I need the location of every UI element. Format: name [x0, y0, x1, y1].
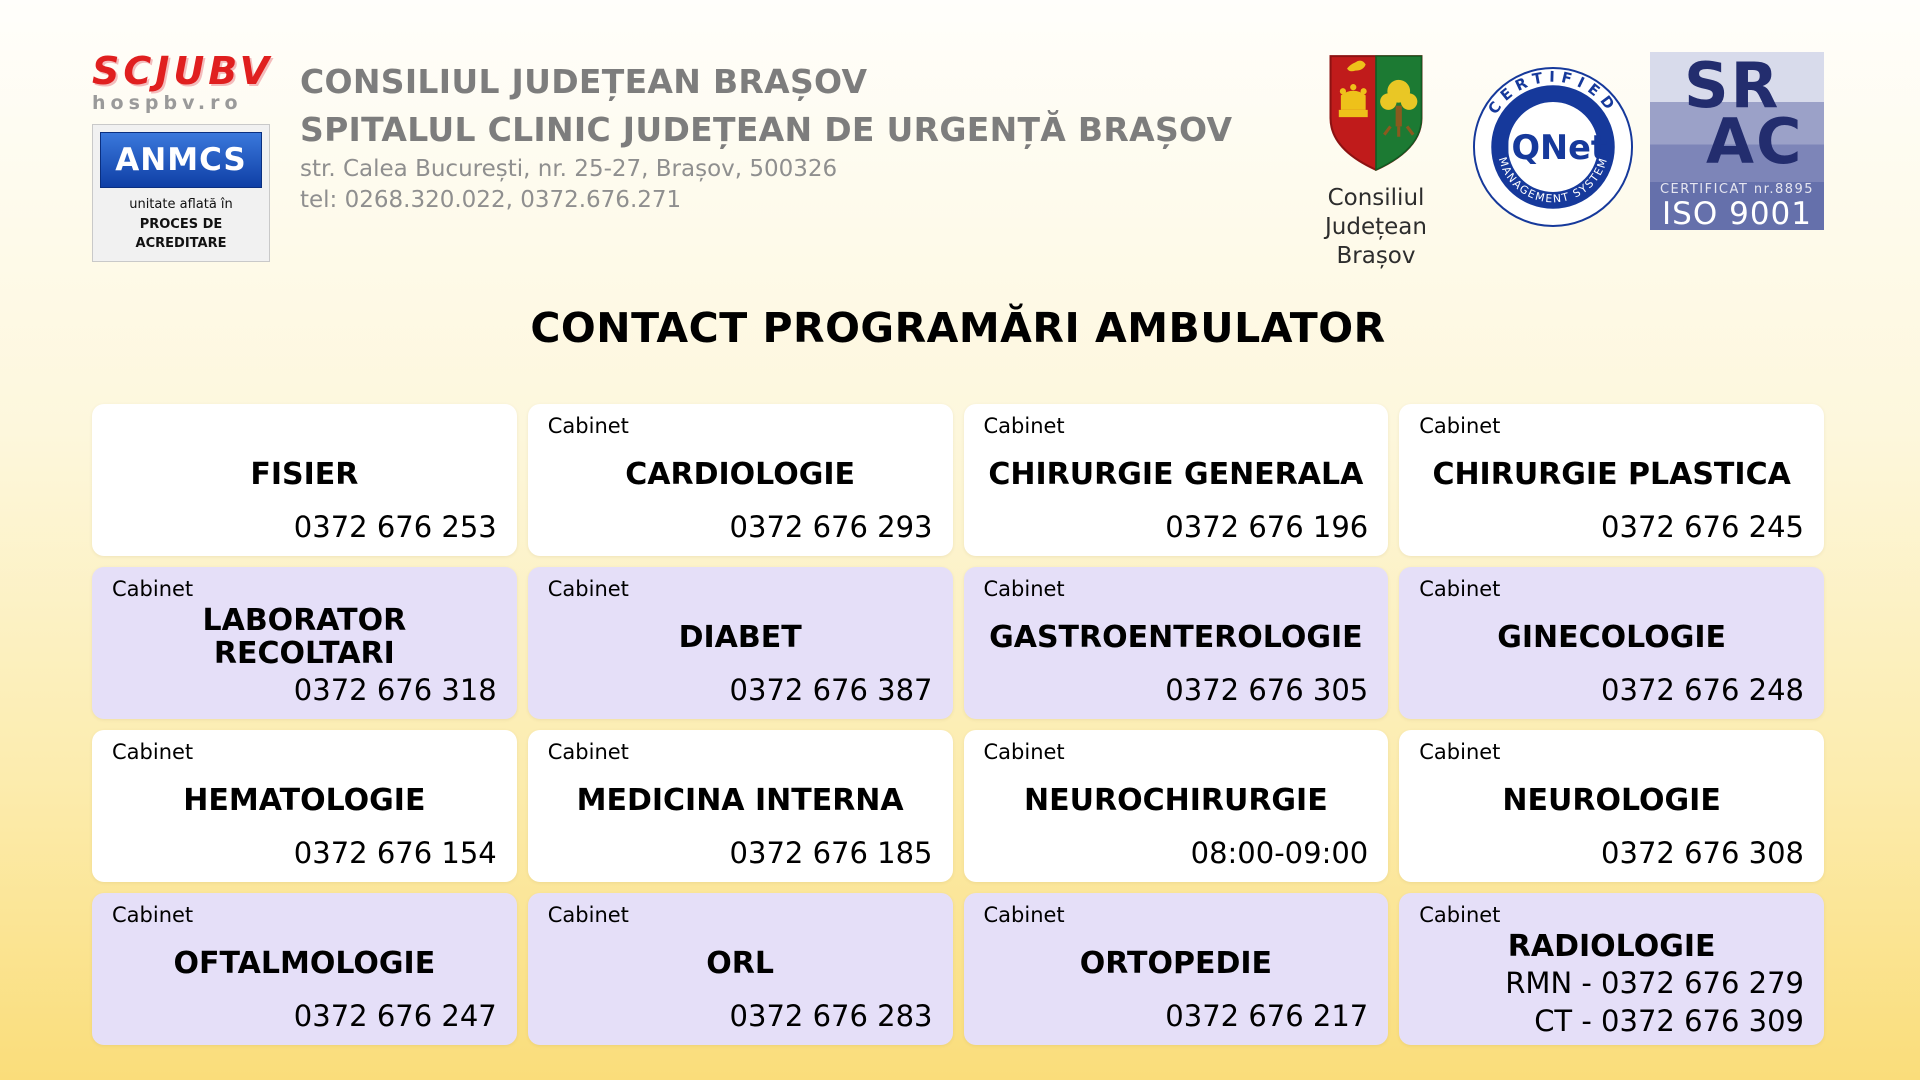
contact-cards-grid: FISIER 0372 676 253 Cabinet CARDIOLOGIE … — [92, 404, 1824, 1046]
county-coat-of-arms: Consiliul Județean Brașov — [1296, 52, 1456, 270]
srac-sr-text: SR — [1684, 52, 1781, 122]
card-label: Cabinet — [983, 903, 1065, 928]
card-phone: 0372 676 247 — [293, 998, 497, 1033]
scjubv-logo: SCJUBV hospbv.ro — [92, 52, 276, 114]
card-label: Cabinet — [112, 740, 194, 765]
card-phone: 0372 676 154 — [293, 835, 497, 870]
card-name: FISIER — [250, 456, 359, 492]
coat-caption-line2: Brașov — [1336, 242, 1416, 269]
card-label: Cabinet — [983, 740, 1065, 765]
card-name: DIABET — [678, 619, 802, 655]
hospital-title: SPITALUL CLINIC JUDEȚEAN DE URGENȚĂ BRAȘ… — [300, 109, 1233, 149]
card-name: NEUROLOGIE — [1502, 782, 1721, 818]
card-phone-ct: CT - 0372 676 309 — [1534, 1003, 1804, 1038]
card-orl: Cabinet ORL 0372 676 283 — [527, 893, 953, 1046]
county-council-title: CONSILIUL JUDEȚEAN BRAȘOV — [300, 62, 868, 101]
anmcs-accreditation-note: unitate aflată în PROCES DE ACREDITARE — [100, 195, 262, 254]
card-label: Cabinet — [983, 414, 1065, 439]
hospital-phone: tel: 0268.320.022, 0372.676.271 — [300, 186, 682, 213]
card-label: Cabinet — [547, 414, 629, 439]
card-name: MEDICINA INTERNA — [576, 782, 904, 818]
card-hematologie: Cabinet HEMATOLOGIE 0372 676 154 — [92, 730, 517, 883]
hospital-titles: CONSILIUL JUDEȚEAN BRAȘOV SPITALUL CLINI… — [276, 52, 1296, 216]
card-name: OFTALMOLOGIE — [173, 945, 436, 981]
card-name: HEMATOLOGIE — [183, 782, 426, 818]
card-label: Cabinet — [1419, 740, 1501, 765]
card-name: LABORATOR RECOLTARI — [202, 603, 407, 672]
hospital-address: str. Calea București, nr. 25-27, Brașov,… — [300, 155, 838, 182]
srac-certificate-number: CERTIFICAT nr.8895 — [1659, 182, 1815, 197]
card-name: ORTOPEDIE — [1079, 945, 1272, 981]
card-phone-rmn: RMN - 0372 676 279 — [1505, 966, 1804, 1001]
card-phone: 0372 676 305 — [1165, 672, 1369, 707]
card-phone: 0372 676 217 — [1165, 998, 1369, 1033]
iqnet-certification-logo: CERTIFIED IQNet MANAGEMENT SYSTEM — [1472, 66, 1634, 232]
card-chirurgie-generala: Cabinet CHIRURGIE GENERALA 0372 676 196 — [963, 404, 1389, 557]
anmcs-logo: ANMCS unitate aflată în PROCES DE ACREDI… — [92, 124, 270, 262]
card-phone: 0372 676 248 — [1601, 672, 1804, 707]
card-phone: 0372 676 196 — [1165, 509, 1369, 544]
hospital-logo-column: SCJUBV hospbv.ro ANMCS unitate aflată în… — [92, 52, 276, 262]
card-name: GASTROENTEROLOGIE — [989, 619, 1363, 655]
card-label: Cabinet — [983, 577, 1065, 602]
card-label — [112, 412, 497, 440]
header-badges: Consiliul Județean Brașov CERTIFIED IQNe… — [1296, 52, 1824, 270]
card-label: Cabinet — [1419, 577, 1501, 602]
card-label: Cabinet — [547, 577, 629, 602]
iqnet-logo-icon: CERTIFIED IQNet MANAGEMENT SYSTEM — [1472, 66, 1634, 228]
card-phone: 0372 676 293 — [729, 509, 933, 544]
card-label: Cabinet — [112, 577, 194, 602]
card-label: Cabinet — [547, 903, 629, 928]
anmcs-note-line1: unitate aflată în — [129, 197, 233, 212]
coat-of-arms-icon — [1329, 55, 1423, 172]
coat-caption-line1: Consiliul Județean — [1325, 185, 1427, 240]
coat-caption: Consiliul Județean Brașov — [1296, 184, 1456, 270]
card-label: Cabinet — [1419, 903, 1501, 928]
card-ortopedie: Cabinet ORTOPEDIE 0372 676 217 — [963, 893, 1389, 1046]
card-phone: 0372 676 253 — [293, 509, 497, 544]
card-neurologie: Cabinet NEUROLOGIE 0372 676 308 — [1399, 730, 1824, 883]
card-phone: 0372 676 318 — [293, 672, 497, 707]
card-label: Cabinet — [547, 740, 629, 765]
card-name: CARDIOLOGIE — [625, 456, 855, 492]
card-gastroenterologie: Cabinet GASTROENTEROLOGIE 0372 676 305 — [963, 567, 1389, 720]
card-medicina-interna: Cabinet MEDICINA INTERNA 0372 676 185 — [527, 730, 953, 883]
card-name: RADIOLOGIE — [1507, 929, 1716, 965]
card-phone: 0372 676 245 — [1601, 509, 1804, 544]
anmcs-note-line2: PROCES DE ACREDITARE — [135, 216, 227, 252]
card-name: ORL — [706, 945, 774, 981]
card-diabet: Cabinet DIABET 0372 676 387 — [527, 567, 953, 720]
card-ginecologie: Cabinet GINECOLOGIE 0372 676 248 — [1399, 567, 1824, 720]
iqnet-name-text: IQNet — [1499, 128, 1607, 167]
card-name: CHIRURGIE GENERALA — [988, 456, 1364, 492]
card-radiologie: Cabinet RADIOLOGIE RMN - 0372 676 279 CT… — [1399, 893, 1824, 1046]
hospbv-url-text: hospbv.ro — [92, 92, 243, 114]
header: SCJUBV hospbv.ro ANMCS unitate aflată în… — [0, 0, 1920, 270]
page-title: CONTACT PROGRAMĂRI AMBULATOR — [530, 304, 1386, 353]
card-cardiologie: Cabinet CARDIOLOGIE 0372 676 293 — [527, 404, 953, 557]
card-label: Cabinet — [1419, 414, 1501, 439]
card-oftalmologie: Cabinet OFTALMOLOGIE 0372 676 247 — [92, 893, 517, 1046]
card-phone: 0372 676 283 — [729, 998, 933, 1033]
card-phone: 0372 676 185 — [729, 835, 933, 870]
card-name: GINECOLOGIE — [1497, 619, 1726, 655]
scjubv-logo-text: SCJUBV — [92, 49, 274, 93]
card-label: Cabinet — [112, 903, 194, 928]
card-laborator-recoltari: Cabinet LABORATOR RECOLTARI 0372 676 318 — [92, 567, 517, 720]
card-phone: 0372 676 308 — [1601, 835, 1804, 870]
card-schedule: 08:00-09:00 — [1190, 835, 1369, 870]
card-phone: 0372 676 387 — [729, 672, 933, 707]
srac-iso-logo: SR AC CERTIFICAT nr.8895 ISO 9001 — [1650, 52, 1824, 230]
srac-ac-text: AC — [1706, 105, 1804, 178]
card-name: NEUROCHIRURGIE — [1024, 782, 1328, 818]
anmcs-logo-text: ANMCS — [100, 132, 262, 188]
card-neurochirurgie: Cabinet NEUROCHIRURGIE 08:00-09:00 — [963, 730, 1389, 883]
card-name: CHIRURGIE PLASTICA — [1432, 456, 1791, 492]
srac-iso9001-text: ISO 9001 — [1662, 196, 1812, 230]
card-chirurgie-plastica: Cabinet CHIRURGIE PLASTICA 0372 676 245 — [1399, 404, 1824, 557]
card-fisier: FISIER 0372 676 253 — [92, 404, 517, 557]
